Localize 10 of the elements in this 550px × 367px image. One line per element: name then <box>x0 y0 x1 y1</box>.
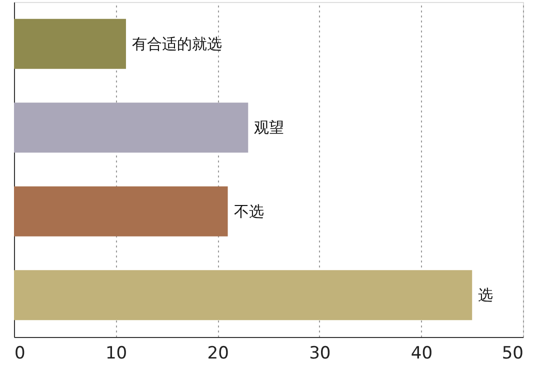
x-tick-label: 50 <box>502 344 524 364</box>
y-tick-label: 有合适的就选 <box>132 34 222 53</box>
x-tick-label: 30 <box>309 344 331 364</box>
x-tick-label: 10 <box>105 344 128 364</box>
y-tick-label: 选 <box>478 286 494 304</box>
x-tick-label: 0 <box>14 344 26 364</box>
y-tick-label: 不选 <box>234 202 264 220</box>
x-tick-label: 40 <box>410 344 433 364</box>
y-tick-label: 观望 <box>254 118 284 137</box>
x-tick-label: 20 <box>207 344 229 364</box>
